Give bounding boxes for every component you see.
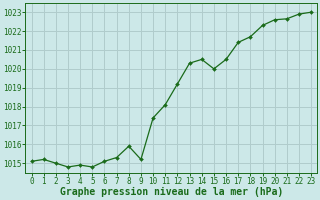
X-axis label: Graphe pression niveau de la mer (hPa): Graphe pression niveau de la mer (hPa) — [60, 187, 283, 197]
